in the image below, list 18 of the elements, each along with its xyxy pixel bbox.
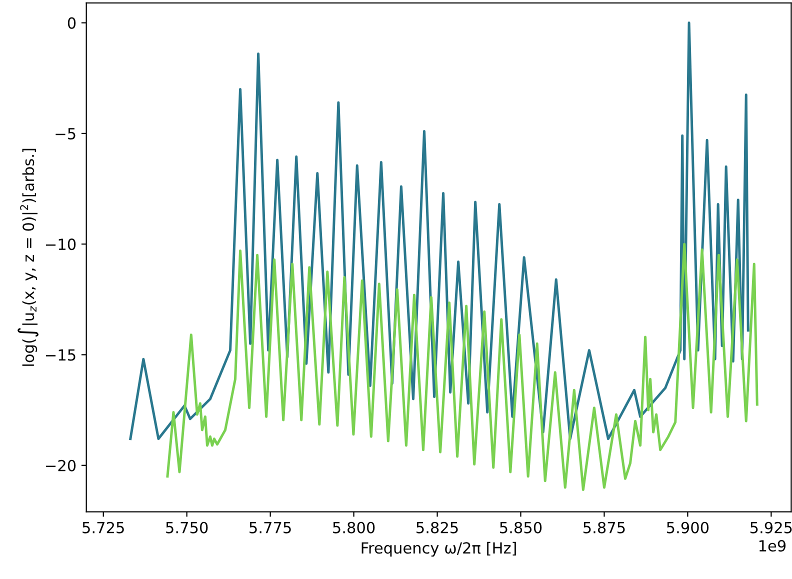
y-tick-label: −5 (56, 128, 76, 140)
y-tick-label: −10 (46, 238, 76, 250)
x-tick-label: 5.925 (750, 522, 792, 534)
text: 1e9 (759, 540, 786, 552)
x-tick-label: 5.875 (584, 522, 625, 534)
y-tick-label: −20 (46, 460, 76, 472)
x-tick-label: 5.725 (82, 522, 124, 534)
y-tick-label: 0 (68, 17, 76, 29)
y-tick-label: −15 (46, 349, 76, 361)
line-series (166, 242, 758, 491)
x-axis-title: Frequency ω/2π [Hz] (362, 542, 516, 557)
x-tick-label: 5.800 (333, 522, 375, 534)
x-tick-label: 5.775 (250, 522, 291, 534)
x-tick-label: 5.825 (416, 522, 458, 534)
x-tick-label: 5.750 (166, 522, 208, 534)
x-tick-label: 5.850 (500, 522, 542, 534)
x-tick-label: 5.900 (667, 522, 709, 534)
y-axis-title: log(∫|u$_{z}$(x, y, z = 0)|$^{2}$)[arbs.] (18, 148, 39, 366)
